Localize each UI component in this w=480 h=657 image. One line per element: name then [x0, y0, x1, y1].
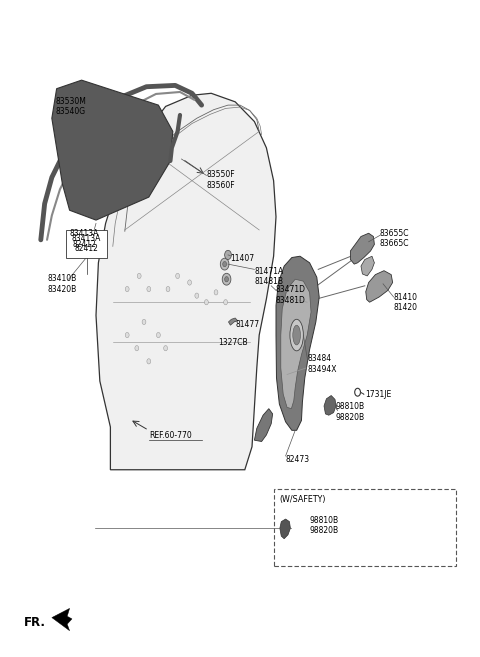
Text: 83530M
83540G: 83530M 83540G: [55, 97, 86, 116]
Circle shape: [355, 388, 360, 396]
Circle shape: [195, 293, 199, 298]
Text: 83484
83494X: 83484 83494X: [307, 354, 336, 374]
Text: 82473: 82473: [286, 455, 310, 464]
Text: 83550F
83560F: 83550F 83560F: [206, 170, 235, 190]
Polygon shape: [280, 519, 290, 539]
Polygon shape: [361, 256, 374, 276]
Text: 81410
81420: 81410 81420: [394, 292, 418, 312]
Polygon shape: [281, 279, 311, 409]
Circle shape: [204, 300, 208, 305]
Circle shape: [125, 332, 129, 338]
Circle shape: [176, 273, 180, 279]
Text: 1731JE: 1731JE: [365, 390, 391, 399]
Circle shape: [225, 250, 231, 260]
Polygon shape: [366, 271, 393, 302]
Polygon shape: [52, 608, 72, 631]
Text: 1327CB: 1327CB: [218, 338, 248, 347]
Text: 81477: 81477: [235, 320, 259, 329]
Text: 83471D
83481D: 83471D 83481D: [276, 285, 306, 305]
Ellipse shape: [293, 325, 300, 345]
Text: 83410B
83420B: 83410B 83420B: [48, 274, 77, 294]
Bar: [66, 230, 107, 258]
Circle shape: [220, 258, 229, 270]
Circle shape: [188, 280, 192, 285]
Text: FR.: FR.: [24, 616, 46, 629]
Text: 11407: 11407: [230, 254, 254, 263]
Text: (W/SAFETY): (W/SAFETY): [279, 495, 326, 505]
Circle shape: [137, 273, 141, 279]
Polygon shape: [276, 256, 319, 430]
Polygon shape: [254, 409, 273, 442]
Circle shape: [147, 286, 151, 292]
Circle shape: [166, 286, 170, 292]
Circle shape: [125, 286, 129, 292]
Circle shape: [222, 273, 231, 285]
Text: REF.60-770: REF.60-770: [149, 431, 192, 440]
Circle shape: [135, 346, 139, 351]
Circle shape: [223, 261, 227, 267]
Text: 98810B
98820B: 98810B 98820B: [310, 516, 339, 535]
Circle shape: [225, 277, 228, 282]
Text: 83413A
82412: 83413A 82412: [72, 234, 101, 254]
Circle shape: [164, 346, 168, 351]
Polygon shape: [324, 396, 336, 415]
Polygon shape: [96, 93, 276, 470]
FancyBboxPatch shape: [274, 489, 456, 566]
Circle shape: [224, 300, 228, 305]
Text: 98810B
98820B: 98810B 98820B: [336, 402, 365, 422]
Circle shape: [156, 332, 160, 338]
Ellipse shape: [290, 319, 303, 351]
Text: 81471A
81481B: 81471A 81481B: [254, 267, 284, 286]
Circle shape: [147, 359, 151, 364]
Polygon shape: [228, 318, 238, 325]
Circle shape: [214, 290, 218, 295]
Text: 83413A
82412: 83413A 82412: [69, 229, 99, 249]
Polygon shape: [350, 233, 374, 264]
Text: 83655C
83665C: 83655C 83665C: [379, 229, 408, 248]
Polygon shape: [52, 80, 173, 220]
Circle shape: [142, 319, 146, 325]
